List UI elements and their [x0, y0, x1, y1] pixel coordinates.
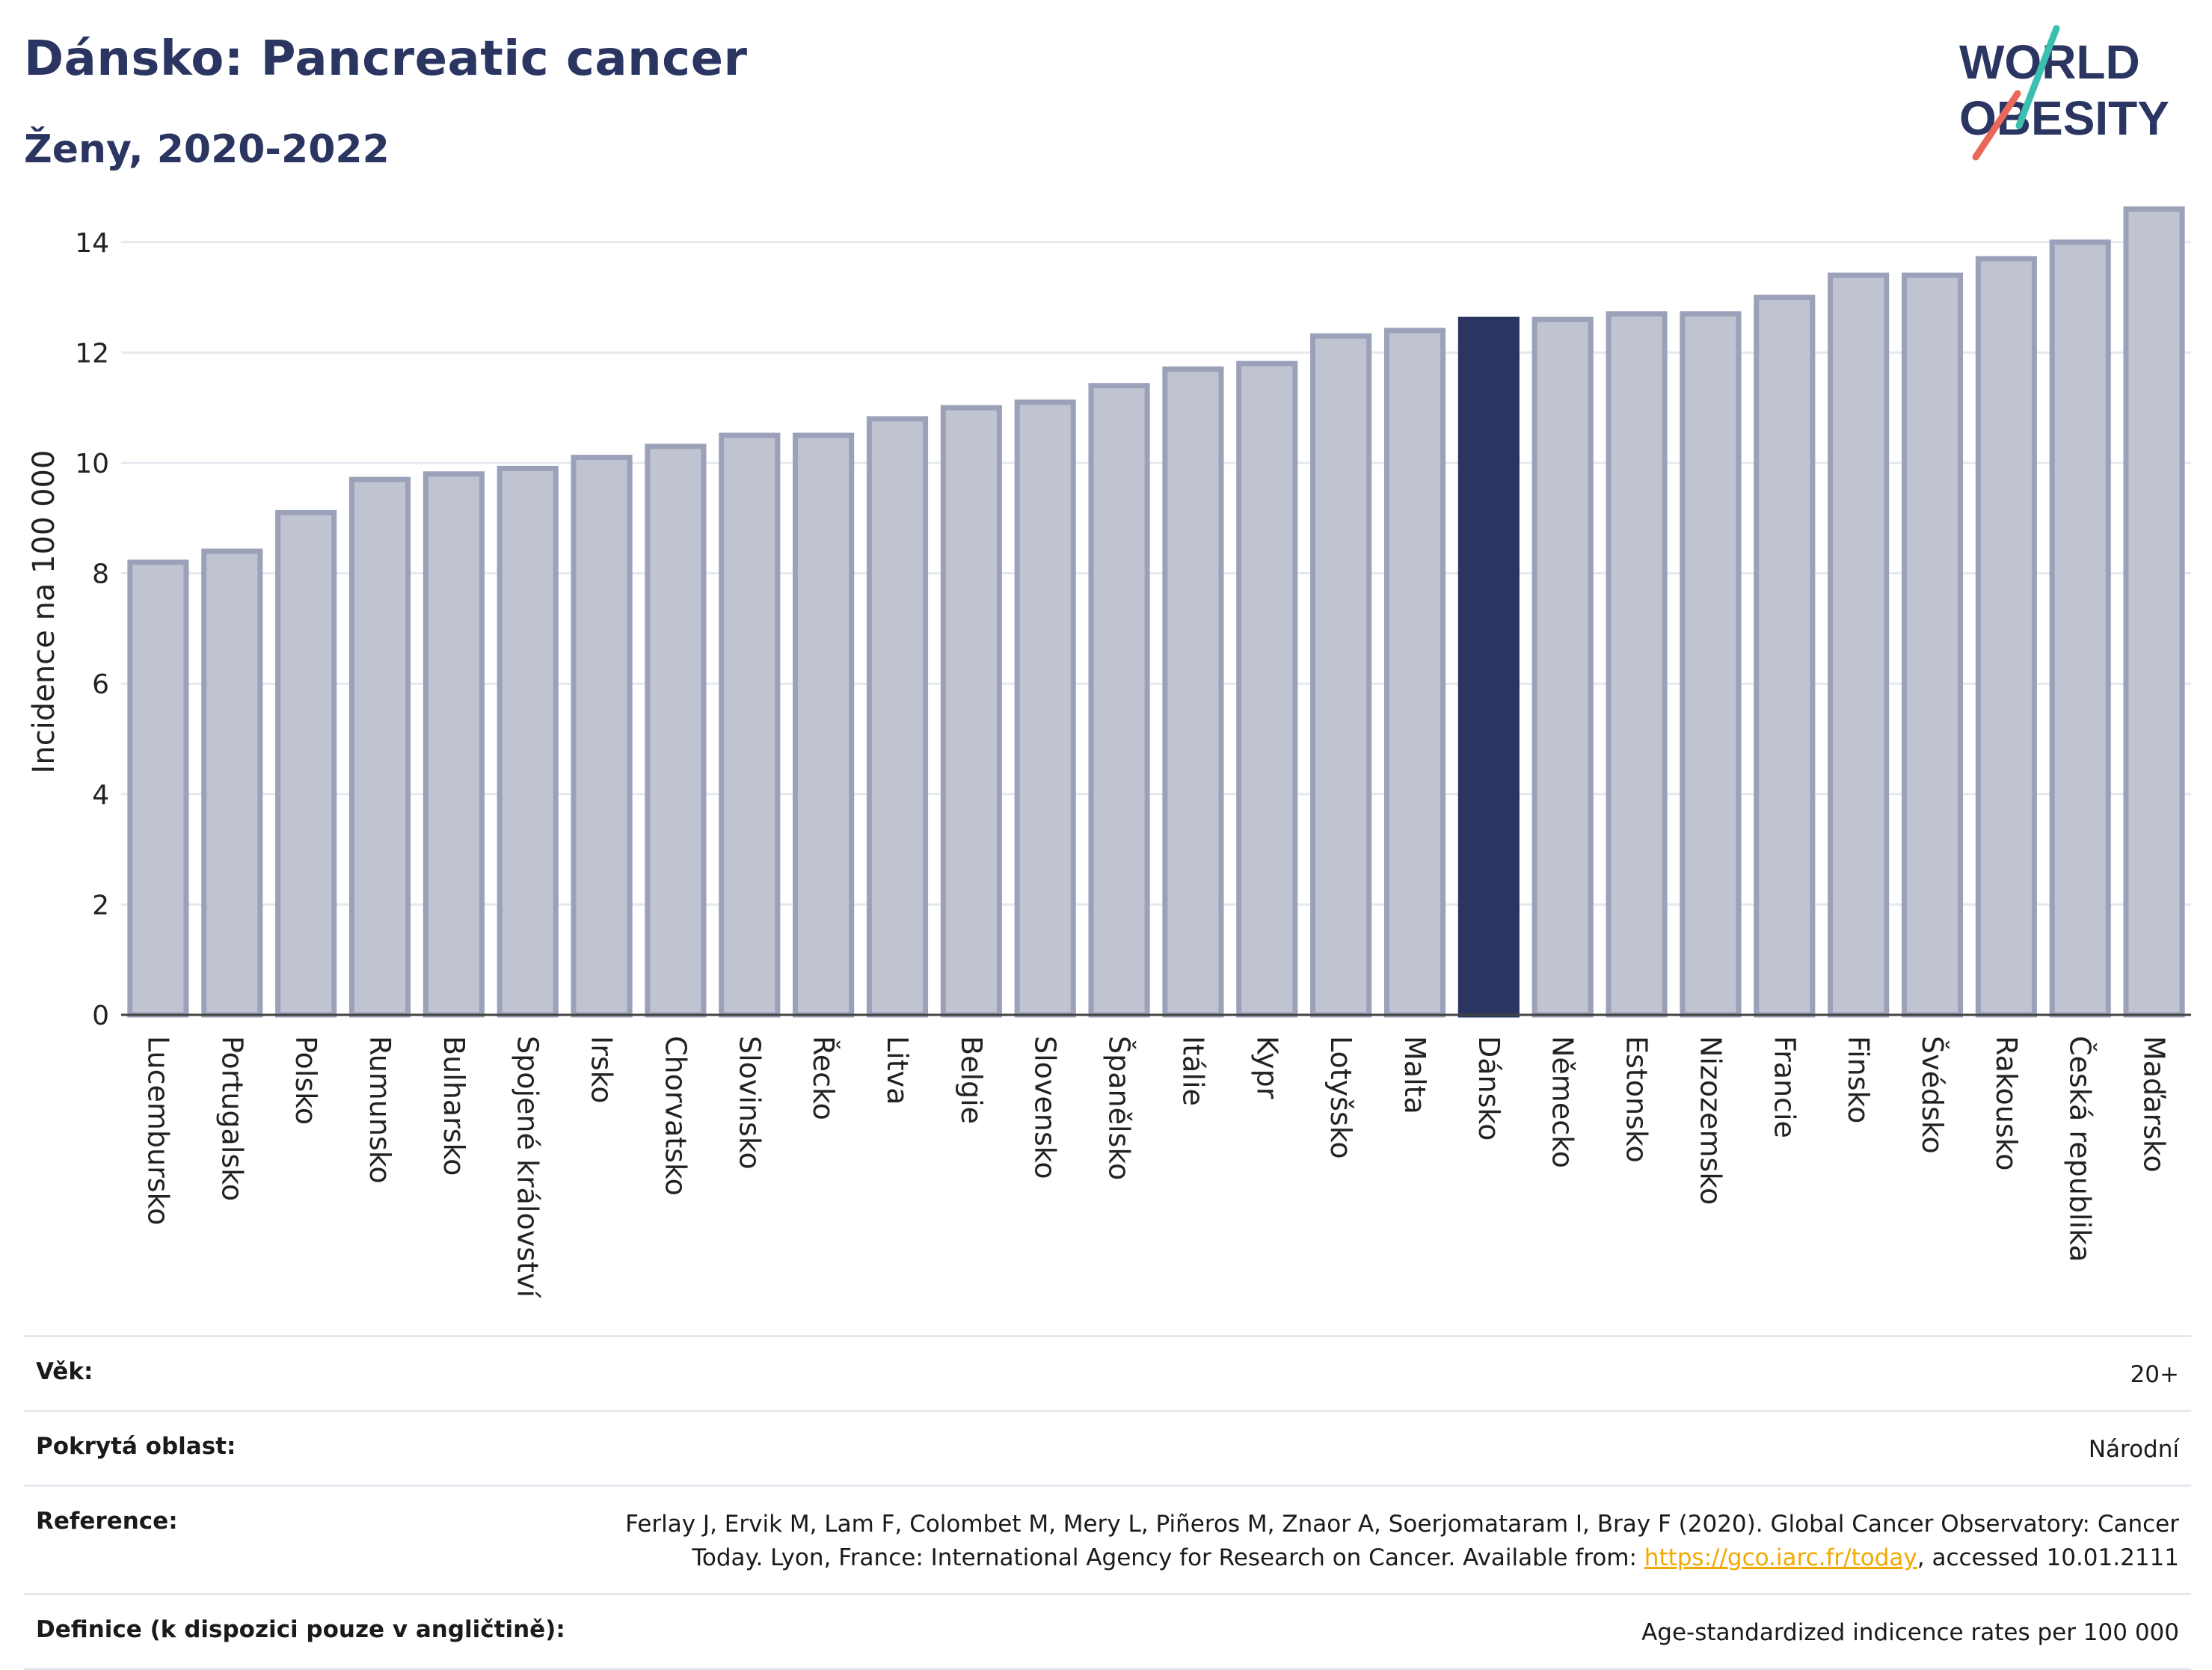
- meta-age-label: Věk:: [36, 1358, 93, 1385]
- bar-Portugalsko: [201, 548, 263, 1018]
- x-tick-label: Estonsko: [1620, 1036, 1653, 1163]
- x-tick-label: Kypr: [1250, 1036, 1283, 1099]
- bar-Bulharsko: [423, 471, 485, 1018]
- meta-definition-value: Age-standardized indicence rates per 100…: [1641, 1619, 2179, 1646]
- meta-definition-label: Definice (k dispozici pouze v angličtině…: [36, 1616, 565, 1643]
- bar-Česká republika: [2049, 239, 2111, 1018]
- meta-row-definition: Definice (k dispozici pouze v angličtině…: [24, 1593, 2191, 1670]
- bar-Spojené království: [497, 465, 559, 1018]
- bar-Švédsko: [1901, 272, 1964, 1018]
- bar-Nizozemsko: [1680, 311, 1742, 1018]
- bar-Dánsko: [1457, 316, 1520, 1018]
- x-tick-label: Maďarsko: [2138, 1036, 2171, 1173]
- page-title: Dánsko: Pancreatic cancer: [24, 31, 748, 87]
- x-tick-label: Slovensko: [1029, 1036, 1062, 1179]
- bar-Belgie: [940, 405, 1002, 1018]
- world-obesity-logo: WORLD OBESITY: [1959, 25, 2169, 161]
- bar-Chorvatsko: [645, 443, 707, 1018]
- x-tick-label: Německo: [1546, 1036, 1579, 1168]
- axes: 0 2 4 6 8 10 12 14 Lucembursko Portugalsko Polsko R…: [75, 228, 2191, 1298]
- bar-Španělsko: [1088, 383, 1150, 1018]
- bar-Řecko: [793, 432, 855, 1018]
- x-tick-label: Slovinsko: [733, 1036, 766, 1170]
- bar-Maďarsko: [2123, 206, 2185, 1018]
- bar-chart: 0 2 4 6 8 10 12 14 Lucembursko Portugalsko Polsko R…: [27, 206, 2191, 1298]
- reference-suffix: , accessed 10.01.2111: [1917, 1544, 2179, 1571]
- bar-Rakousko: [1975, 256, 2037, 1018]
- bar-Finsko: [1828, 272, 1890, 1018]
- logo-slash-teal: [2015, 25, 2060, 129]
- meta-age-value: 20+: [2130, 1361, 2179, 1388]
- x-tick-label: Litva: [881, 1036, 914, 1105]
- x-tick-label: Belgie: [955, 1036, 988, 1124]
- bar-Irsko: [571, 455, 633, 1018]
- x-tick-label: Spojené království: [511, 1036, 544, 1298]
- reference-link[interactable]: https://gco.iarc.fr/today: [1644, 1544, 1917, 1571]
- bar-Německo: [1531, 316, 1594, 1018]
- bar-Itálie: [1162, 366, 1224, 1018]
- x-tick-label: Bulharsko: [437, 1036, 470, 1176]
- bar-Francie: [1754, 295, 1816, 1018]
- meta-row-area: Pokrytá oblast: Národní: [24, 1410, 2191, 1485]
- bar-Rumunsko: [348, 476, 411, 1018]
- bar-Lucembursko: [127, 559, 189, 1018]
- x-tick-label: Itálie: [1176, 1036, 1209, 1106]
- meta-reference-value: Ferlay J, Ervik M, Lam F, Colombet M, Me…: [594, 1508, 2191, 1575]
- y-tick-label: 12: [75, 338, 109, 369]
- bar-Polsko: [275, 509, 337, 1018]
- bar-Lotyšsko: [1310, 333, 1372, 1018]
- x-tick-label: Rumunsko: [363, 1036, 396, 1184]
- bar-Estonsko: [1606, 311, 1668, 1018]
- bar-Slovinsko: [719, 432, 781, 1018]
- x-tick-label: Česká republika: [2064, 1036, 2097, 1262]
- meta-row-age: Věk: 20+: [24, 1335, 2191, 1410]
- logo-word-obesity: OBESITY: [1959, 91, 2169, 145]
- page-subtitle: Ženy, 2020-2022: [24, 127, 390, 172]
- meta-reference-label: Reference:: [36, 1508, 178, 1535]
- y-axis-label: Incidence na 100 000: [27, 450, 61, 774]
- x-tick-label: Švédsko: [1916, 1036, 1949, 1154]
- x-tick-label: Polsko: [289, 1036, 322, 1125]
- y-tick-label: 0: [92, 1001, 109, 1031]
- x-tick-label: Finsko: [1842, 1036, 1875, 1123]
- x-tick-label: Lucembursko: [141, 1036, 174, 1225]
- bar-Litva: [866, 416, 929, 1018]
- y-tick-label: 6: [92, 669, 109, 700]
- bar-Malta: [1383, 328, 1446, 1018]
- bars: [127, 206, 2185, 1018]
- y-tick-label: 8: [92, 559, 109, 590]
- y-tick-label: 4: [92, 780, 109, 811]
- y-tick-label: 14: [75, 228, 109, 259]
- x-tick-label: Dánsko: [1472, 1036, 1505, 1141]
- x-tick-label: Malta: [1398, 1036, 1431, 1114]
- reference-text: Ferlay J, Ervik M, Lam F, Colombet M, Me…: [625, 1511, 2179, 1571]
- y-tick-label: 2: [92, 890, 109, 921]
- x-tick-label: Nizozemsko: [1694, 1036, 1727, 1205]
- y-tick-label: 10: [75, 449, 109, 479]
- bar-Kypr: [1236, 360, 1298, 1018]
- x-tick-label: Lotyšsko: [1324, 1036, 1357, 1159]
- meta-row-reference: Reference: Ferlay J, Ervik M, Lam F, Col…: [24, 1485, 2191, 1593]
- logo-slash-coral: [1972, 90, 2021, 161]
- meta-area-value: Národní: [2088, 1436, 2179, 1463]
- meta-area-label: Pokrytá oblast:: [36, 1433, 236, 1460]
- x-tick-label: Irsko: [586, 1036, 618, 1104]
- x-tick-label: Francie: [1768, 1036, 1801, 1138]
- x-tick-label: Rakousko: [1990, 1036, 2023, 1171]
- x-tick-label: Portugalsko: [215, 1036, 248, 1201]
- x-tick-label: Španělsko: [1103, 1036, 1136, 1180]
- metadata-table: Věk: 20+ Pokrytá oblast: Národní Referen…: [24, 1335, 2191, 1670]
- bar-Slovensko: [1014, 399, 1076, 1018]
- x-tick-label: Řecko: [807, 1036, 840, 1120]
- x-tick-label: Chorvatsko: [659, 1036, 692, 1196]
